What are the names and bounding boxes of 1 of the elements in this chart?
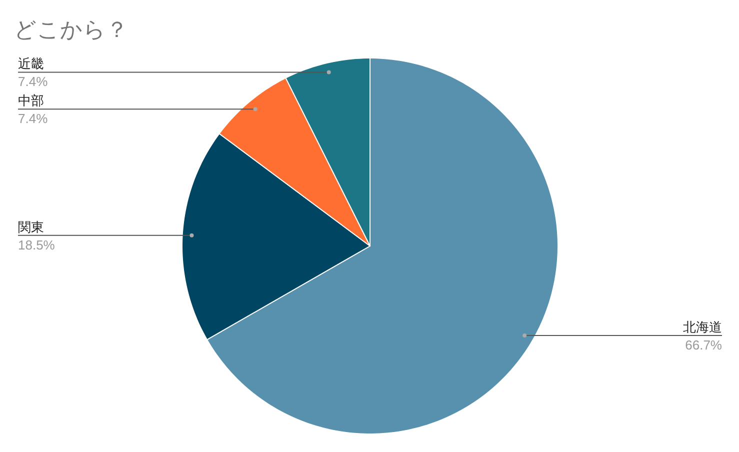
title: どこから？ bbox=[14, 17, 128, 42]
